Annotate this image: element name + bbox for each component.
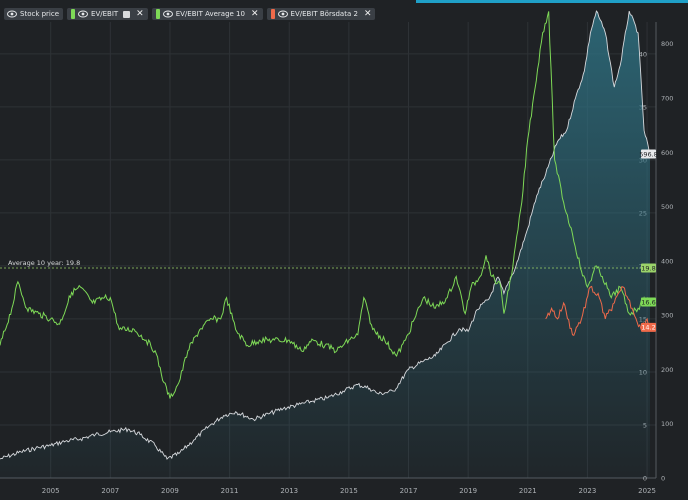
end-value-tag	[641, 263, 656, 273]
y-right-tick-label: 300	[661, 312, 673, 320]
x-tick-label: 2005	[42, 487, 60, 495]
color-swatch	[155, 9, 160, 19]
x-tick-label: 2017	[400, 487, 418, 495]
legend-label: Stock price	[20, 10, 60, 18]
average-10-year-label: Average 10 year: 19.8	[8, 259, 80, 267]
legend-label: EV/EBIT Börsdata 2	[290, 10, 358, 18]
legend-label: EV/EBIT Average 10	[175, 10, 245, 18]
y-left-tick-label: 0	[643, 475, 647, 483]
eye-icon[interactable]	[78, 10, 89, 18]
end-value-tag	[641, 322, 656, 332]
x-tick-label: 2009	[161, 487, 179, 495]
x-tick-label: 2013	[280, 487, 298, 495]
end-value-label: 596.8	[639, 150, 658, 158]
y-right-tick-label: 200	[661, 366, 673, 374]
x-tick-label: 2021	[519, 487, 537, 495]
x-tick-label: 2019	[459, 487, 477, 495]
ev-ebit-borsdata-line	[545, 285, 651, 336]
x-tick-label: 2011	[221, 487, 239, 495]
close-icon[interactable]: ✕	[363, 8, 372, 19]
x-tick-label: 2025	[638, 487, 656, 495]
close-icon[interactable]: ✕	[136, 8, 144, 19]
eye-icon[interactable]	[162, 10, 173, 18]
y-right-tick-label: 100	[661, 420, 673, 428]
y-right-tick-label: 800	[661, 40, 673, 48]
eye-icon[interactable]	[7, 10, 17, 18]
legend-chip-ev-ebit-average-10[interactable]: EV/EBIT Average 10 ✕	[151, 8, 263, 20]
x-tick-label: 2007	[101, 487, 119, 495]
color-swatch	[270, 9, 275, 19]
y-left-tick-label: 40	[639, 50, 647, 58]
y-right-tick-label: 0	[661, 475, 665, 483]
end-value-label: 19.8	[641, 264, 655, 272]
settings-icon[interactable]	[123, 10, 131, 18]
x-tick-label: 2015	[340, 487, 358, 495]
y-right-tick-label: 500	[661, 203, 673, 211]
end-value-tag	[641, 149, 656, 159]
stock-price-line	[0, 10, 651, 460]
legend-chip-ev-ebit-borsdata-2[interactable]: EV/EBIT Börsdata 2 ✕	[266, 8, 376, 20]
legend-label: EV/EBIT	[91, 10, 119, 18]
end-value-label: 14.2	[641, 324, 655, 332]
color-swatch	[71, 9, 76, 19]
y-right-tick-label: 600	[661, 149, 673, 157]
x-tick-label: 2023	[579, 487, 597, 495]
legend-chip-ev-ebit[interactable]: EV/EBIT ✕	[67, 8, 148, 20]
eye-icon[interactable]	[277, 10, 288, 18]
stock-price-area	[0, 11, 650, 478]
end-value-label: 16.6	[641, 298, 655, 306]
legend-bar: Stock price EV/EBIT ✕ EV/EBIT Average 10…	[4, 8, 376, 20]
close-icon[interactable]: ✕	[250, 8, 259, 19]
ev-ebit-line	[0, 11, 651, 399]
top-accent-bar	[416, 0, 688, 3]
y-right-tick-label: 400	[661, 257, 673, 265]
y-right-tick-label: 700	[661, 95, 673, 103]
legend-chip-stock-price[interactable]: Stock price	[4, 8, 64, 20]
end-value-tag	[641, 297, 656, 307]
